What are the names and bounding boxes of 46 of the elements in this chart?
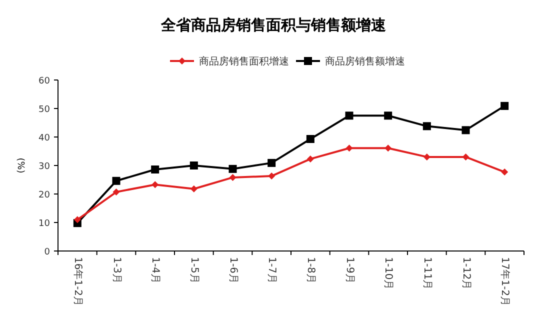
chart-title: 全省商品房销售面积与销售额增速 — [160, 16, 387, 34]
point — [268, 172, 276, 180]
point — [229, 174, 236, 181]
point — [462, 126, 470, 134]
point — [152, 181, 159, 188]
x-tick-label: 1-12月 — [460, 257, 472, 290]
point — [346, 144, 353, 152]
y-tick-label: 0 — [44, 248, 50, 258]
point — [422, 122, 431, 130]
point — [112, 176, 120, 185]
legend-label: 商品房销售额增速 — [325, 56, 405, 68]
point — [190, 185, 198, 192]
point — [384, 144, 392, 152]
point — [268, 158, 276, 167]
x-tick-label: 1-4月 — [150, 257, 161, 284]
y-tick-label: 50 — [38, 105, 50, 115]
y-axis-title: (%) — [15, 158, 25, 174]
point — [151, 165, 160, 174]
point — [423, 153, 430, 160]
point — [74, 216, 81, 224]
y-tick-label: 10 — [38, 219, 50, 229]
point — [306, 134, 314, 143]
point — [345, 112, 354, 120]
point — [190, 162, 198, 170]
x-tick-label: 1-3月 — [110, 257, 122, 284]
x-tick-label: 16年1-2月 — [72, 257, 84, 306]
x-tick-label: 1-8月 — [304, 257, 316, 284]
point — [228, 164, 237, 173]
point — [384, 112, 392, 120]
legend-label: 商品房销售面积增速 — [199, 56, 289, 68]
y-tick-label: 60 — [38, 76, 50, 86]
x-tick-label: 17年1-2月 — [499, 257, 512, 306]
x-tick-label: 1-10月 — [382, 257, 394, 290]
point — [306, 155, 314, 162]
x-tick-label: 1-6月 — [227, 257, 238, 284]
y-tick-label: 20 — [38, 190, 50, 200]
x-tick-label: 1-7月 — [266, 257, 278, 284]
y-tick-label: 40 — [38, 134, 50, 144]
x-tick-label: 1-5月 — [188, 257, 200, 284]
point — [501, 168, 508, 176]
point — [462, 153, 470, 160]
x-tick-label: 1-11月 — [421, 257, 432, 290]
point — [500, 102, 509, 110]
x-tick-label: 1-9月 — [344, 257, 355, 284]
point — [112, 188, 120, 196]
y-tick-label: 30 — [38, 162, 50, 172]
